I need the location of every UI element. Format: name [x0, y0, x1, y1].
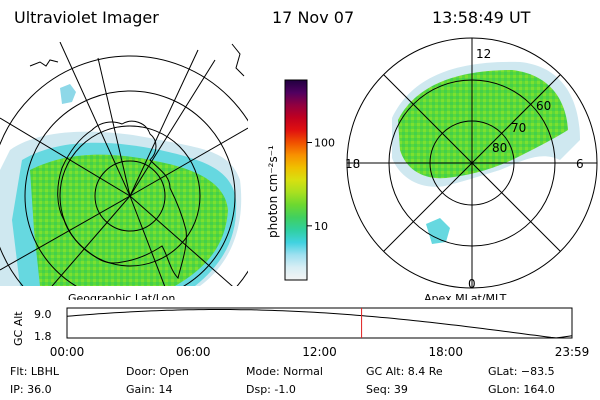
mlat-label-70: 70: [511, 121, 526, 135]
colorbar-unit-label: photon cm⁻²s⁻¹: [266, 145, 280, 238]
altitude-plot: GC Alt 9.0 1.8 00:00 06:00 12:00 18:00 23:59: [12, 307, 590, 359]
time-tick-label: 23:59: [555, 345, 590, 359]
geographic-panel: [0, 42, 248, 286]
mode-label: Mode: Normal: [246, 365, 323, 378]
filter-label: Flt: LBHL: [10, 365, 59, 378]
time-label: 13:58:49 UT: [432, 8, 531, 27]
alt-tick-high: 9.0: [34, 308, 52, 321]
mlt-label-12: 12: [476, 47, 491, 61]
altitude-curve: [66, 309, 573, 339]
instrument-title: Ultraviolet Imager: [14, 8, 159, 27]
mlat-label-80: 80: [492, 141, 507, 155]
mlt-label-0: 0: [468, 277, 476, 291]
mag-emission-green: [398, 70, 568, 179]
mlat-label-60: 60: [536, 99, 551, 113]
glon-label: GLon: 164.0: [488, 383, 555, 396]
colorbar-tick-label: 10: [314, 220, 328, 233]
mag-emission-spot: [426, 218, 450, 244]
alt-tick-low: 1.8: [34, 330, 52, 343]
altitude-axis-label: GC Alt: [12, 311, 25, 346]
coast-top: [29, 43, 245, 77]
gc-alt-label: GC Alt: 8.4 Re: [366, 365, 443, 378]
time-tick-label: 18:00: [428, 345, 463, 359]
colorbar-ticks: 100 10: [307, 137, 335, 233]
dsp-label: Dsp: -1.0: [246, 383, 296, 396]
colorbar: [284, 79, 308, 281]
magnetic-panel: 12 18 6 0 60 70 80: [345, 37, 598, 291]
altitude-plot-frame: [66, 307, 573, 339]
time-ticks: 00:00 06:00 12:00 18:00 23:59: [50, 345, 590, 359]
continent-outline: [57, 120, 187, 279]
time-tick-label: 12:00: [302, 345, 337, 359]
emission-green: [30, 154, 228, 286]
glat-label: GLat: −83.5: [488, 365, 555, 378]
gain-label: Gain: 14: [126, 383, 173, 396]
ip-label: IP: 36.0: [10, 383, 52, 396]
mag-panel-label: Apex MLat/MLT: [424, 292, 507, 300]
door-label: Door: Open: [126, 365, 189, 378]
date-label: 17 Nov 07: [272, 8, 355, 27]
colorbar-tick-label: 100: [314, 137, 335, 150]
mlt-label-6: 6: [576, 157, 584, 171]
emission-spot: [60, 84, 76, 104]
geo-panel-label: Geographic Lat/Lon: [68, 292, 175, 300]
mlt-label-18: 18: [345, 157, 360, 171]
seq-label: Seq: 39: [366, 383, 408, 396]
time-tick-label: 06:00: [176, 345, 211, 359]
time-tick-label: 00:00: [50, 345, 85, 359]
